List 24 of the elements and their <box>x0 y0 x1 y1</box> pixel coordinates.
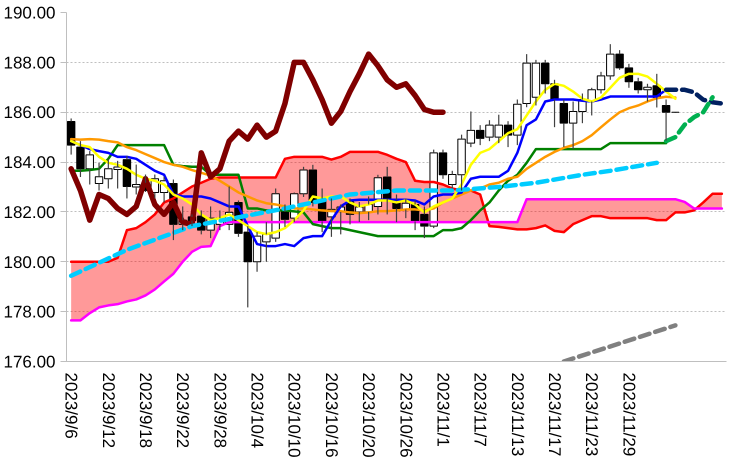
x-tick-label: 2023/11/13 <box>508 372 527 456</box>
x-tick-label: 2023/9/28 <box>210 372 230 448</box>
y-tick-label: 186.00 <box>4 103 56 122</box>
y-tick-label: 182.00 <box>4 202 56 222</box>
x-tick-label: 2023/10/26 <box>396 372 416 458</box>
y-tick-label: 190.00 <box>4 4 56 22</box>
x-tick-label: 2023/11/17 <box>545 372 564 456</box>
x-tick-label: 2023/9/18 <box>136 372 156 448</box>
x-tick-label: 2023/11/1 <box>433 372 452 447</box>
x-tick-label: 2023/10/16 <box>322 372 341 458</box>
x-tick-label: 2023/10/10 <box>284 372 304 458</box>
y-tick-label: 188.00 <box>4 53 56 72</box>
x-tick-label: 2023/9/12 <box>98 372 118 448</box>
x-tick-label: 2023/11/29 <box>619 372 638 456</box>
x-tick-label: 2023/11/23 <box>582 372 602 456</box>
x-tick-label: 2023/9/22 <box>173 372 192 448</box>
y-tick-label: 178.00 <box>4 302 56 322</box>
y-tick-label: 180.00 <box>4 252 56 272</box>
x-tick-label: 2023/11/7 <box>470 372 490 447</box>
x-tick-label: 2023/9/6 <box>62 372 81 439</box>
y-tick-label: 176.00 <box>4 352 56 372</box>
x-tick-label: 2023/10/4 <box>248 372 267 448</box>
x-tick-label: 2023/10/20 <box>359 372 378 458</box>
y-tick-label: 184.00 <box>4 153 56 172</box>
